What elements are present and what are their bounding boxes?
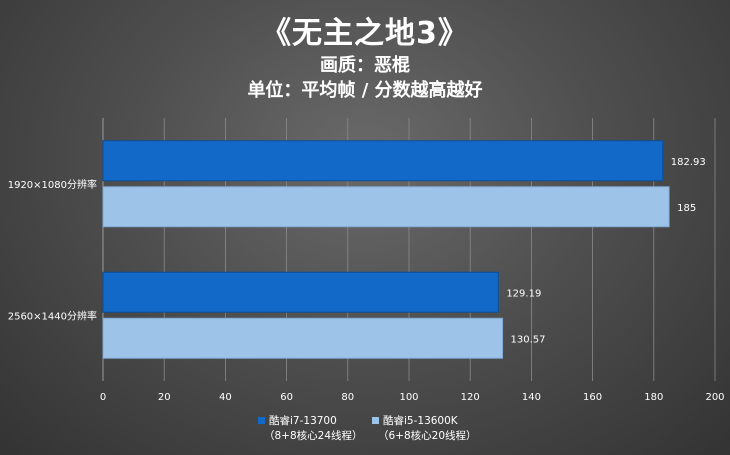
x-tick-label: 100 [399, 392, 418, 403]
chart-subtitle-quality: 画质：恶棍 [320, 55, 410, 76]
bar-value-label: 129.19 [506, 288, 541, 299]
legend-note-i7: （8+8核心24线程） [264, 430, 363, 442]
chart-subtitle-unit: 单位：平均帧 / 分数越高越好 [247, 80, 483, 101]
legend-note-i5: （6+8核心20线程） [378, 430, 477, 442]
legend-swatch-i5 [372, 417, 379, 424]
bar-value-label: 182.93 [671, 157, 706, 168]
bar [102, 271, 499, 313]
bar-value-label: 185 [677, 203, 696, 214]
x-tick-label: 180 [644, 392, 663, 403]
x-tick-label: 60 [280, 392, 293, 403]
x-tick-label: 80 [341, 392, 354, 403]
bar [102, 186, 670, 228]
category-label: 2560×1440分辨率 [8, 309, 97, 322]
category-label: 1920×1080分辨率 [8, 178, 97, 191]
x-tick-label: 120 [461, 392, 480, 403]
legend-swatch-i7 [258, 417, 265, 424]
legend-item-i5: 酷睿i5-13600K （6+8核心20线程） [372, 414, 477, 444]
x-tick-label: 140 [522, 392, 541, 403]
chart-title: 《无主之地3》 [261, 16, 469, 51]
legend-label-i5: 酷睿i5-13600K [383, 415, 458, 427]
x-tick-label: 40 [219, 392, 232, 403]
bar-value-label: 130.57 [511, 334, 546, 345]
x-tick-label: 20 [158, 392, 171, 403]
legend-item-i7: 酷睿i7-13700 （8+8核心24线程） [258, 414, 363, 444]
x-tick-label: 160 [583, 392, 602, 403]
bar [102, 140, 664, 182]
x-tick-label: 0 [100, 392, 106, 403]
legend-label-i7: 酷睿i7-13700 [269, 415, 337, 427]
x-tick-label: 200 [705, 392, 724, 403]
bar [102, 317, 504, 359]
